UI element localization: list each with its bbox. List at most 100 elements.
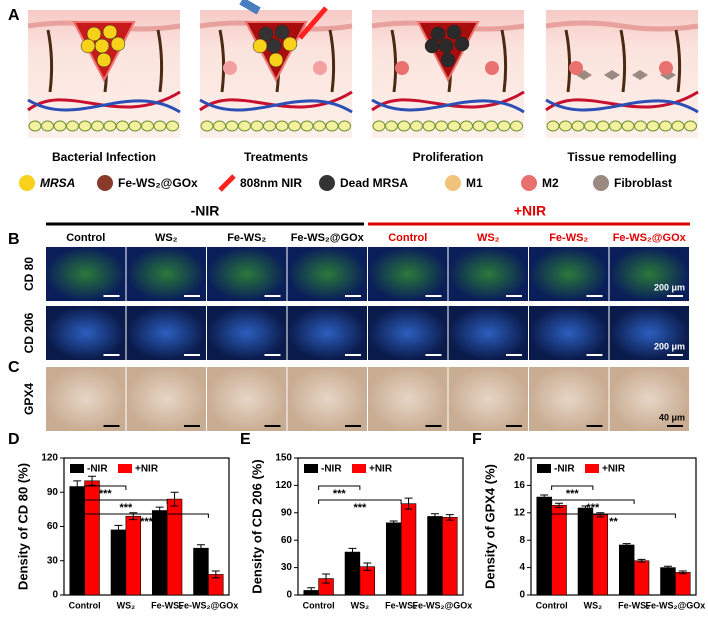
fat-cell (153, 120, 167, 132)
x-tick-label: Fe-WS₂ (151, 600, 183, 610)
legend-label: Fibroblast (614, 176, 672, 190)
sig-bracket (318, 499, 402, 504)
fat-cell (200, 120, 214, 132)
legend-label: +NIR (135, 464, 159, 475)
fat-cell (41, 120, 54, 132)
bar (427, 516, 443, 596)
panel-label: F (472, 431, 482, 448)
fat-cell (128, 120, 142, 132)
sig-bracket (551, 513, 676, 518)
y-tick-label: 60 (47, 521, 59, 532)
bacterium (440, 52, 456, 68)
fat-cell (288, 120, 301, 132)
error-bar (88, 475, 97, 486)
hair (619, 29, 627, 93)
error-bar (363, 562, 372, 571)
legend-label: 808nm NIR (240, 176, 302, 190)
error-bar (196, 544, 205, 553)
bacterium (274, 24, 290, 40)
legend-label: -NIR (321, 464, 342, 475)
sig-bracket (551, 485, 594, 490)
micrograph (126, 247, 206, 301)
micrograph (287, 247, 367, 301)
macrophage (659, 61, 673, 75)
bacterium (424, 38, 440, 54)
fat-cell (646, 120, 660, 132)
fat-cell (313, 120, 326, 132)
error-bar (596, 512, 605, 518)
panel-label: D (8, 431, 20, 448)
error-bar (555, 502, 564, 508)
column-label: WS₂ (477, 232, 500, 244)
sig-label: *** (586, 502, 600, 514)
error-bar (307, 587, 316, 594)
macrophage (395, 61, 409, 75)
legend-swatch (70, 464, 84, 473)
illustration (545, 10, 699, 138)
bar (675, 572, 691, 596)
y-tick-label: 12 (514, 507, 526, 518)
sig-label: *** (566, 488, 580, 500)
micrograph (529, 306, 609, 360)
scale-bar-label: 40 μm (659, 412, 685, 422)
legend-label: MRSA (40, 176, 75, 190)
fat-cell (485, 120, 498, 132)
bar (536, 496, 552, 596)
bar (84, 480, 100, 596)
micrograph (126, 367, 206, 431)
bar (577, 507, 594, 596)
micrograph (368, 247, 448, 301)
error-bar (663, 565, 672, 570)
fat-cell (671, 120, 685, 132)
bacterium (266, 38, 282, 54)
y-tick-label: 60 (281, 535, 293, 546)
hair (156, 29, 164, 93)
legend-label: Fe-WS₂@GOx (118, 176, 198, 190)
column-label: Control (66, 232, 105, 244)
bar (400, 503, 417, 596)
error-bar (581, 505, 590, 511)
bacterium (282, 36, 298, 52)
legend-label: +NIR (602, 464, 626, 475)
bar (69, 486, 85, 596)
micrograph (448, 306, 528, 360)
error-bar (114, 524, 123, 535)
sig-label: *** (140, 516, 154, 528)
column-label: Fe-WS₂ (549, 232, 588, 244)
x-tick-label: WS₂ (584, 600, 603, 610)
fat-cell (596, 120, 610, 132)
micrograph (609, 247, 689, 301)
legend-icon (19, 175, 35, 191)
x-tick-label: Fe-WS₂ (385, 600, 417, 610)
error-bar (445, 514, 454, 521)
fat-cell (225, 120, 239, 132)
vessel (199, 98, 353, 114)
fat-cell (460, 120, 473, 132)
error-bar (637, 558, 646, 563)
legend-swatch (585, 464, 599, 473)
fat-cell (53, 120, 67, 132)
fat-cell (546, 120, 560, 132)
legend-swatch (352, 464, 366, 473)
bacterium (80, 38, 96, 54)
y-axis-label: Density of GPX4 (%) (482, 464, 497, 589)
fat-cell (372, 120, 386, 132)
hair (564, 29, 572, 93)
stage-caption: Proliferation (413, 150, 484, 164)
fat-cell (300, 120, 314, 132)
micrograph (529, 367, 609, 431)
macrophage (313, 61, 327, 75)
hair (328, 29, 336, 93)
fat-cell (510, 120, 523, 132)
fat-cell (250, 120, 264, 132)
stage-caption: Tissue remodelling (567, 150, 676, 164)
fat-cell (275, 120, 289, 132)
sig-bracket (318, 485, 361, 490)
illustration (199, 0, 353, 138)
micrograph (207, 367, 287, 431)
fat-cell (28, 120, 42, 132)
fat-cell (497, 120, 511, 132)
micrograph (448, 367, 528, 431)
x-tick-label: WS₂ (117, 600, 136, 610)
y-tick-label: 90 (281, 507, 293, 518)
